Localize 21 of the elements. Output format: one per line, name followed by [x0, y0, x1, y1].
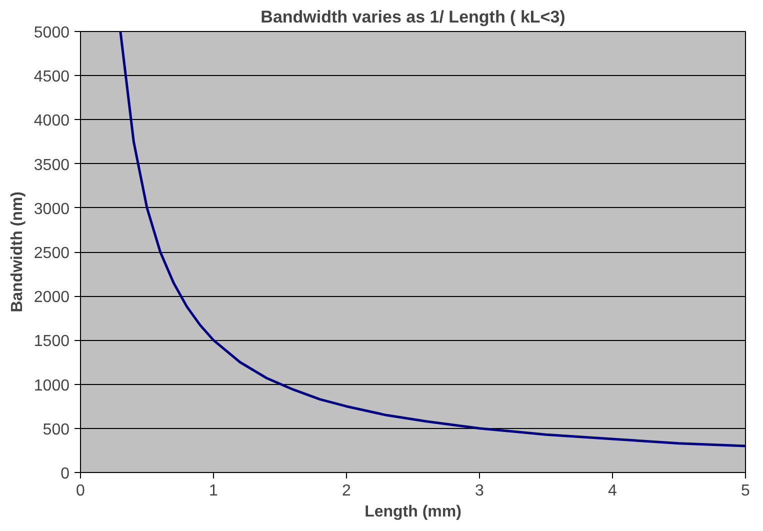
- y-tick-label: 500: [42, 421, 70, 438]
- y-axis-title: Bandwidth (nm): [8, 192, 26, 312]
- y-tick-label: 4000: [34, 112, 70, 130]
- x-axis-title: Length (mm): [364, 504, 462, 520]
- y-tick-label: 3000: [34, 200, 70, 218]
- y-tick-label: 0: [60, 466, 70, 482]
- y-tick-label: 2500: [34, 245, 70, 262]
- x-tick-label: 5: [741, 482, 750, 500]
- y-tick-label: 1500: [34, 333, 70, 350]
- x-tick-label: 2: [342, 482, 352, 500]
- x-tick-label: 4: [608, 482, 618, 500]
- line-series: [119, 32, 746, 448]
- x-tick-label: 0: [76, 482, 86, 500]
- y-tick-label: 5000: [34, 24, 70, 42]
- x-tick-label: 1: [209, 482, 218, 500]
- y-tick-label: 3500: [34, 156, 70, 174]
- y-tick-label: 4500: [34, 68, 70, 86]
- x-tick-label: 3: [475, 482, 484, 500]
- chart-title: Bandwidth varies as 1/ Length ( kL<3): [260, 8, 566, 26]
- y-tick-label: 2000: [34, 289, 70, 306]
- y-tick-label: 1000: [34, 377, 70, 394]
